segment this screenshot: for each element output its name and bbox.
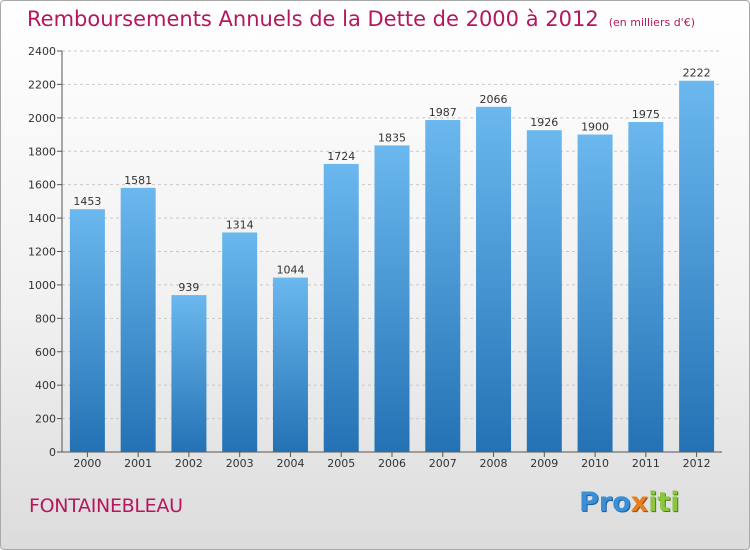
bar-2001	[120, 187, 156, 452]
y-tick-label: 600	[35, 346, 56, 359]
y-tick-label: 800	[35, 312, 56, 325]
y-tick-label: 1000	[28, 279, 56, 292]
logo-part-1: Pro	[579, 487, 631, 518]
x-tick-label: 2006	[378, 457, 406, 470]
y-tick-label: 200	[35, 413, 56, 426]
y-tick-label: 2000	[28, 112, 56, 125]
data-label: 1987	[429, 106, 457, 119]
data-label: 1975	[632, 108, 660, 121]
y-tick-label: 2200	[28, 78, 56, 91]
x-tick-label: 2010	[581, 457, 609, 470]
x-tick-label: 2003	[226, 457, 254, 470]
data-label: 2066	[480, 93, 508, 106]
chart-title-text: Remboursements Annuels de la Dette de 20…	[27, 7, 599, 31]
x-tick-label: 2012	[683, 457, 711, 470]
x-tick-label: 2008	[480, 457, 508, 470]
bar-2008	[476, 106, 512, 452]
y-tick-label: 1200	[28, 246, 56, 259]
bar-2004	[272, 277, 308, 452]
x-tick-label: 2000	[73, 457, 101, 470]
y-tick-label: 2400	[28, 45, 56, 58]
data-label: 1044	[276, 264, 304, 277]
bar-2002	[171, 295, 207, 452]
bar-2009	[526, 130, 562, 452]
chart-title: Remboursements Annuels de la Dette de 20…	[27, 7, 695, 31]
data-label: 1314	[226, 218, 254, 231]
data-label: 1926	[530, 116, 558, 129]
y-tick-label: 1400	[28, 212, 56, 225]
data-label: 939	[178, 281, 199, 294]
bar-2011	[628, 122, 664, 453]
labels: 2000 1453 2001 1581 2002 939 2003 1314 2004 1044 2…	[73, 67, 710, 470]
y-tick-label: 0	[49, 446, 56, 459]
logo-part-2: x	[630, 487, 649, 518]
bar-2006	[374, 145, 410, 452]
x-tick-label: 2011	[632, 457, 660, 470]
y-tick-label: 1600	[28, 179, 56, 192]
bars	[69, 80, 715, 453]
y-tick-label: 400	[35, 379, 56, 392]
proxiti-logo[interactable]: Proxiti	[579, 487, 680, 518]
x-tick-label: 2007	[429, 457, 457, 470]
data-label: 1835	[378, 131, 406, 144]
bar-2000	[69, 209, 105, 452]
data-label: 1900	[581, 121, 609, 134]
logo-part-3: iti	[648, 487, 680, 518]
bar-2007	[425, 120, 461, 452]
bar-2012	[679, 80, 715, 452]
bar-2005	[323, 163, 359, 452]
x-tick-label: 2004	[276, 457, 304, 470]
city-name: FONTAINEBLEAU	[29, 495, 183, 517]
x-tick-label: 2002	[175, 457, 203, 470]
data-label: 2222	[683, 67, 711, 80]
x-tick-label: 2009	[530, 457, 558, 470]
chart-subtitle: (en milliers d'€)	[608, 16, 695, 29]
x-tick-label: 2001	[124, 457, 152, 470]
x-tick-label: 2005	[327, 457, 355, 470]
y-tick-label: 1800	[28, 145, 56, 158]
data-label: 1724	[327, 150, 355, 163]
data-label: 1581	[124, 174, 152, 187]
data-label: 1453	[73, 195, 101, 208]
bar-2010	[577, 134, 613, 452]
bar-2003	[222, 232, 258, 452]
